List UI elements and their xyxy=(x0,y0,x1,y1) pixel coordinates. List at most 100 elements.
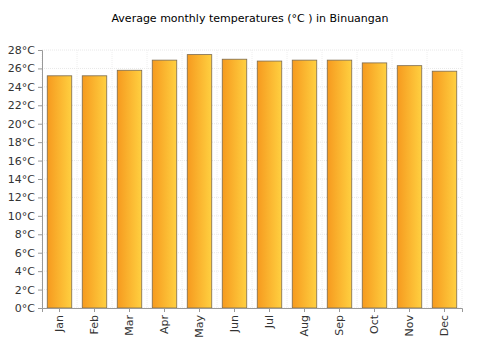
y-tick-mark xyxy=(38,271,42,272)
y-tick-mark xyxy=(38,161,42,162)
title: Average monthly temperatures (°C ) in Bi… xyxy=(111,12,388,25)
bar xyxy=(327,60,352,308)
y-tick-mark xyxy=(38,216,42,217)
y-tick: 8°C xyxy=(15,228,42,241)
x-tick-label: Aug xyxy=(298,315,311,336)
x-tick-label: Apr xyxy=(158,315,171,335)
grid-line-vertical xyxy=(182,50,183,308)
x-tick: Sep xyxy=(333,308,346,336)
x-tick-label: Oct xyxy=(368,314,381,334)
x-tick-mark xyxy=(304,308,305,312)
x-tick: Mar xyxy=(123,308,136,336)
x-tick-mark xyxy=(374,308,375,312)
y-tick: 18°C xyxy=(8,136,42,149)
y-tick: 12°C xyxy=(8,191,42,204)
bar xyxy=(292,60,317,308)
y-tick-label: 0°C xyxy=(15,302,35,315)
y-tick: 4°C xyxy=(15,265,42,278)
x-tick: Feb xyxy=(88,308,101,334)
y-tick-label: 12°C xyxy=(8,191,35,204)
bars xyxy=(47,55,457,308)
x-tick-label: Feb xyxy=(88,315,101,334)
grid-line-vertical xyxy=(147,50,148,308)
grid-line-vertical xyxy=(427,50,428,308)
y-axis: 0°C 2°C 4°C 6°C 8°C 10°C 12°C 14°C 16°C 18°C 20°C 2… xyxy=(8,44,43,315)
bar xyxy=(397,66,422,308)
x-tick: Aug xyxy=(298,308,311,336)
y-tick-label: 24°C xyxy=(8,81,35,94)
y-tick: 6°C xyxy=(15,247,42,260)
y-tick-label: 18°C xyxy=(8,136,35,149)
grid-line-vertical xyxy=(392,50,393,308)
x-tick-mark xyxy=(409,308,410,312)
x-tick-label: Jun xyxy=(228,315,241,333)
x-tick: Apr xyxy=(158,308,171,334)
x-axis: Jan Feb Mar Apr May Jun Jul Aug Sep Oct Nov Dec xyxy=(43,308,463,338)
chart: Average monthly temperatures (°C ) in Bi… xyxy=(0,0,500,350)
y-tick-mark xyxy=(38,290,42,291)
y-tick-label: 22°C xyxy=(8,99,35,112)
bar xyxy=(432,71,457,308)
x-tick: Oct xyxy=(368,308,381,334)
y-tick-label: 10°C xyxy=(8,210,35,223)
y-tick-label: 2°C xyxy=(15,284,35,297)
bar xyxy=(82,76,107,308)
y-tick-mark xyxy=(38,142,42,143)
y-tick-label: 20°C xyxy=(8,118,35,131)
y-tick-mark xyxy=(38,308,42,309)
grid-line-vertical xyxy=(322,50,323,308)
y-tick-label: 4°C xyxy=(15,265,35,278)
grid-line-vertical xyxy=(252,50,253,308)
y-tick: 16°C xyxy=(8,155,42,168)
y-tick-label: 28°C xyxy=(8,44,35,57)
x-tick-label: Jul xyxy=(263,315,276,329)
y-tick: 0°C xyxy=(15,302,42,315)
x-tick: Jun xyxy=(228,308,241,333)
grid-line-vertical xyxy=(357,50,358,308)
y-tick-label: 14°C xyxy=(8,173,35,186)
x-tick-mark xyxy=(199,308,200,312)
y-tick-mark xyxy=(38,105,42,106)
y-tick-mark xyxy=(38,253,42,254)
x-tick-mark xyxy=(129,308,130,312)
y-tick: 2°C xyxy=(15,284,42,297)
bar xyxy=(187,55,212,308)
x-tick-mark xyxy=(94,308,95,312)
y-tick-label: 16°C xyxy=(8,155,35,168)
grid-line-vertical xyxy=(112,50,113,308)
y-tick-mark xyxy=(38,68,42,69)
bar xyxy=(47,76,72,308)
bar xyxy=(117,70,142,308)
y-axis-line xyxy=(38,51,43,309)
x-tick-mark xyxy=(59,308,60,312)
y-tick-mark xyxy=(38,124,42,125)
x-tick-mark xyxy=(444,308,445,312)
y-tick: 26°C xyxy=(8,62,42,75)
y-tick: 28°C xyxy=(8,44,42,57)
grid-line-vertical xyxy=(287,50,288,308)
x-tick: Jan xyxy=(53,308,66,333)
x-tick-label: Mar xyxy=(123,315,136,336)
y-tick-mark xyxy=(38,87,42,88)
y-tick-mark xyxy=(38,197,42,198)
x-axis-line xyxy=(43,309,463,313)
x-tick: Jul xyxy=(263,308,276,329)
x-tick-label: Dec xyxy=(438,315,451,336)
grid-line-vertical xyxy=(462,50,463,308)
bar xyxy=(152,60,177,308)
y-tick-label: 8°C xyxy=(15,228,35,241)
y-tick: 24°C xyxy=(8,81,42,94)
x-tick: Nov xyxy=(403,308,416,336)
x-tick-mark xyxy=(234,308,235,312)
y-tick: 10°C xyxy=(8,210,42,223)
y-tick-label: 26°C xyxy=(8,62,35,75)
x-tick-label: May xyxy=(193,315,206,338)
x-tick-mark xyxy=(269,308,270,312)
x-tick-label: Nov xyxy=(403,315,416,337)
x-tick-mark xyxy=(164,308,165,312)
y-tick: 22°C xyxy=(8,99,42,112)
x-tick-mark xyxy=(339,308,340,312)
y-tick-label: 6°C xyxy=(15,247,35,260)
y-tick-mark xyxy=(38,234,42,235)
y-tick-mark xyxy=(38,179,42,180)
